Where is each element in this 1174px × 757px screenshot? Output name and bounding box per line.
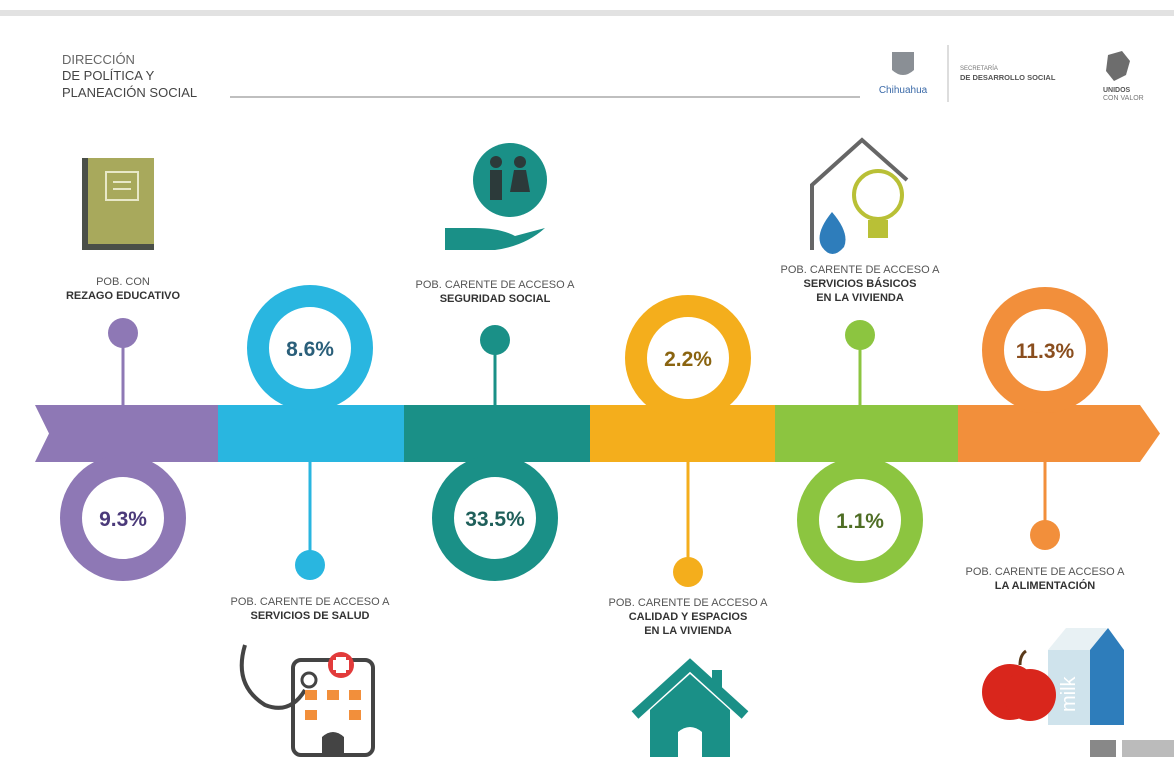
food-icon: milk bbox=[982, 628, 1124, 725]
dot bbox=[673, 557, 703, 587]
dot bbox=[1030, 520, 1060, 550]
utilities-icon bbox=[810, 137, 909, 254]
ring bbox=[247, 285, 373, 411]
state-shield bbox=[892, 52, 914, 75]
book-icon bbox=[82, 158, 154, 250]
logo-text: DE DESARROLLO SOCIAL bbox=[960, 73, 1056, 82]
band-segment bbox=[958, 405, 1160, 462]
value: 2.2% bbox=[664, 348, 712, 371]
logo-text: UNIDOS bbox=[1103, 87, 1131, 94]
caption: POB. CARENTE DE ACCESO A bbox=[416, 279, 576, 291]
value: 1.1% bbox=[836, 510, 884, 533]
logo-text: Chihuahua bbox=[879, 85, 928, 96]
ring bbox=[60, 455, 186, 581]
band-segment bbox=[35, 405, 218, 462]
ring bbox=[797, 457, 923, 583]
band-segment bbox=[590, 405, 775, 462]
caption: POB. CARENTE DE ACCESO A bbox=[609, 597, 769, 609]
value: 9.3% bbox=[99, 508, 147, 531]
ring bbox=[982, 287, 1108, 413]
dot bbox=[108, 318, 138, 348]
ring bbox=[625, 295, 751, 421]
band-segment bbox=[404, 405, 590, 462]
slogan-logo bbox=[1106, 51, 1130, 81]
caption-bold: SERVICIOS DE SALUD bbox=[251, 610, 370, 622]
value: 33.5% bbox=[465, 508, 525, 531]
caption-bold: SEGURIDAD SOCIAL bbox=[440, 293, 551, 305]
caption-bold: EN LA VIVIENDA bbox=[644, 625, 732, 637]
ring bbox=[432, 455, 558, 581]
header-line: DE POLÍTICA Y bbox=[62, 68, 155, 83]
caption-bold: REZAGO EDUCATIVO bbox=[66, 290, 181, 302]
logo-text: CON VALOR bbox=[1103, 95, 1144, 102]
caption-bold: EN LA VIVIENDA bbox=[816, 292, 904, 304]
corner-square bbox=[1122, 740, 1174, 757]
caption-bold: LA ALIMENTACIÓN bbox=[995, 579, 1095, 592]
timeline-band bbox=[35, 405, 1160, 462]
caption-bold: SERVICIOS BÁSICOS bbox=[804, 277, 917, 290]
caption: POB. CARENTE DE ACCESO A bbox=[231, 596, 391, 608]
caption: POB. CARENTE DE ACCESO A bbox=[966, 566, 1126, 578]
caption: POB. CARENTE DE ACCESO A bbox=[781, 264, 941, 276]
band-segment bbox=[775, 405, 958, 462]
corner-square bbox=[1090, 740, 1116, 757]
house-icon bbox=[631, 658, 749, 757]
dot bbox=[295, 550, 325, 580]
caption-bold: CALIDAD Y ESPACIOS bbox=[629, 611, 748, 623]
header-line: DIRECCIÓN bbox=[62, 52, 135, 67]
value: 11.3% bbox=[1016, 340, 1075, 363]
logo-text: SECRETARÍA bbox=[960, 65, 998, 72]
dot bbox=[480, 325, 510, 355]
dot bbox=[845, 320, 875, 350]
icon-text: milk bbox=[1058, 675, 1080, 712]
header-line: PLANEACIÓN SOCIAL bbox=[62, 85, 197, 100]
value: 8.6% bbox=[286, 338, 334, 361]
social-security-icon bbox=[445, 143, 547, 250]
health-icon bbox=[239, 644, 375, 757]
top-bar bbox=[0, 10, 1174, 16]
caption: POB. CON bbox=[96, 276, 150, 288]
